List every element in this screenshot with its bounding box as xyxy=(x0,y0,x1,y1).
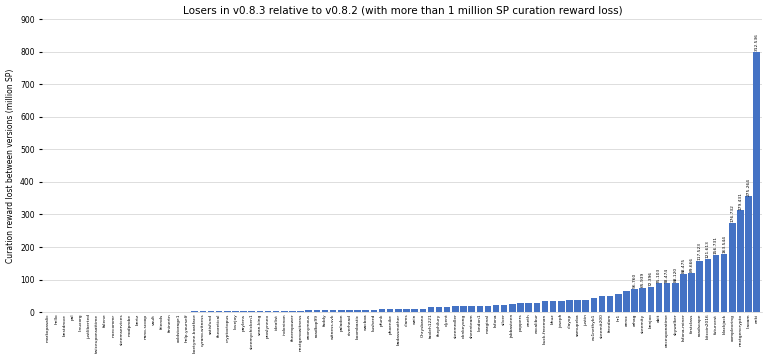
Bar xyxy=(354,309,361,312)
Bar xyxy=(672,283,679,312)
Text: 75.103: 75.103 xyxy=(657,267,661,283)
Bar xyxy=(249,311,255,312)
Text: 117.523: 117.523 xyxy=(697,242,702,261)
Text: 72.396: 72.396 xyxy=(649,271,653,286)
Text: 176.732: 176.732 xyxy=(730,204,734,222)
Bar xyxy=(688,272,695,312)
Text: 179.431: 179.431 xyxy=(739,192,743,210)
Bar xyxy=(541,301,548,312)
Text: 275.264: 275.264 xyxy=(746,178,750,196)
Bar xyxy=(558,300,564,312)
Bar xyxy=(647,286,654,312)
Bar xyxy=(297,311,304,312)
Bar xyxy=(680,274,687,312)
Bar xyxy=(395,309,402,312)
Text: 88.475: 88.475 xyxy=(681,258,685,273)
Bar xyxy=(290,311,296,312)
Bar xyxy=(721,254,727,312)
Bar xyxy=(664,283,670,312)
Bar xyxy=(281,311,287,312)
Bar xyxy=(591,298,597,312)
Bar xyxy=(485,306,492,312)
Bar xyxy=(509,304,515,312)
Bar xyxy=(371,309,377,312)
Text: 163.544: 163.544 xyxy=(722,235,727,253)
Bar xyxy=(330,310,336,312)
Bar xyxy=(476,306,483,312)
Bar xyxy=(697,261,703,312)
Bar xyxy=(419,309,426,312)
Bar xyxy=(306,311,312,312)
Bar xyxy=(640,288,646,312)
Bar xyxy=(607,296,614,312)
Bar xyxy=(403,309,410,312)
Text: 312.536: 312.536 xyxy=(755,33,759,51)
Bar xyxy=(737,210,743,312)
Bar xyxy=(501,305,508,312)
Bar xyxy=(460,306,467,312)
Title: Losers in v0.8.3 relative to v0.8.2 (with more than 1 million SP curation reward: Losers in v0.8.3 relative to v0.8.2 (wit… xyxy=(183,5,622,15)
Bar xyxy=(232,311,239,312)
Bar xyxy=(615,294,621,312)
Bar xyxy=(574,300,581,312)
Text: 78.474: 78.474 xyxy=(665,267,669,283)
Text: 65.939: 65.939 xyxy=(641,272,644,287)
Bar xyxy=(435,307,442,312)
Bar xyxy=(313,310,320,312)
Bar xyxy=(240,311,247,312)
Bar xyxy=(753,52,760,312)
Bar xyxy=(322,310,328,312)
Bar xyxy=(518,303,524,312)
Text: 56.760: 56.760 xyxy=(633,273,637,288)
Bar xyxy=(362,309,369,312)
Bar xyxy=(379,309,386,312)
Bar xyxy=(338,310,345,312)
Y-axis label: Curation reward lost between versions (million SP): Curation reward lost between versions (m… xyxy=(5,69,15,263)
Bar xyxy=(468,306,475,312)
Text: 89.666: 89.666 xyxy=(690,257,694,272)
Bar xyxy=(493,305,499,312)
Bar xyxy=(631,289,637,312)
Bar xyxy=(656,284,662,312)
Bar xyxy=(704,259,711,312)
Text: 88.120: 88.120 xyxy=(674,267,677,282)
Text: 121.613: 121.613 xyxy=(706,241,710,258)
Bar xyxy=(599,296,605,312)
Bar xyxy=(525,303,532,312)
Bar xyxy=(534,303,540,312)
Bar xyxy=(566,300,573,312)
Text: 156.731: 156.731 xyxy=(714,236,718,254)
Bar xyxy=(224,311,230,312)
Bar xyxy=(550,300,556,312)
Bar xyxy=(387,309,393,312)
Bar xyxy=(582,300,589,312)
Bar xyxy=(428,307,434,312)
Bar xyxy=(265,311,271,312)
Bar xyxy=(729,223,736,312)
Bar xyxy=(713,255,720,312)
Bar xyxy=(257,311,263,312)
Bar xyxy=(216,311,223,312)
Bar xyxy=(452,307,458,312)
Bar xyxy=(745,196,752,312)
Bar xyxy=(444,307,451,312)
Bar xyxy=(346,310,353,312)
Bar xyxy=(273,311,280,312)
Bar xyxy=(623,291,630,312)
Bar xyxy=(207,311,214,312)
Bar xyxy=(412,309,418,312)
